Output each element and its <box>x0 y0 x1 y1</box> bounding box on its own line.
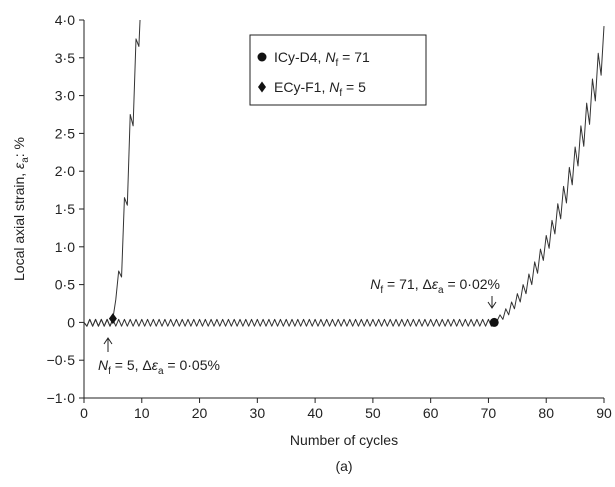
marker <box>108 313 117 325</box>
text-part: = 71 <box>338 49 370 65</box>
x-axis-label: Number of cycles <box>290 432 398 448</box>
text-part: ε <box>152 357 159 373</box>
text-part: : % <box>11 137 27 157</box>
y-tick-label: 3·0 <box>55 88 75 104</box>
arrow <box>103 337 113 352</box>
text-part: a <box>20 157 31 163</box>
text-part: a <box>438 285 444 296</box>
x-tick-label: 80 <box>538 405 554 421</box>
y-tick-label: 0·5 <box>55 277 75 293</box>
series-line <box>83 19 141 327</box>
annotation: Nf = 5, Δεa = 0·05% <box>98 357 220 377</box>
y-tick-label: 0 <box>67 314 75 330</box>
x-tick-label: 90 <box>596 405 612 421</box>
arrow <box>487 296 497 309</box>
y-tick-label: −0·5 <box>47 352 76 368</box>
text-part: N <box>98 357 109 373</box>
y-tick-label: 2·0 <box>55 163 75 179</box>
text-part: = 0·05% <box>164 357 220 373</box>
x-tick-label: 70 <box>481 405 497 421</box>
series-line <box>83 26 605 327</box>
text-part: f <box>335 58 338 69</box>
y-tick-label: 4·0 <box>55 12 75 28</box>
legend-box <box>249 34 427 106</box>
x-tick-label: 30 <box>250 405 266 421</box>
text-part: = 5 <box>342 79 366 95</box>
text-part: = 71, Δ <box>383 276 432 292</box>
annotation: Nf = 71, Δεa = 0·02% <box>370 276 500 296</box>
text-part: f <box>380 285 383 296</box>
x-tick-label: 40 <box>307 405 323 421</box>
legend-marker <box>257 52 267 62</box>
legend-marker <box>258 81 266 93</box>
text-part: ECy-F1, <box>274 79 329 95</box>
text-part: ε <box>11 162 27 169</box>
text-part: a <box>158 366 164 377</box>
y-tick-label: 1·0 <box>55 239 75 255</box>
y-tick-label: 2·5 <box>55 125 75 141</box>
text-part: Local axial strain, <box>11 169 27 281</box>
marker <box>489 317 499 327</box>
x-tick-label: 10 <box>134 405 150 421</box>
x-tick-label: 20 <box>192 405 208 421</box>
y-tick-label: 3·5 <box>55 50 75 66</box>
text-part: N <box>325 49 336 65</box>
text-part: N <box>329 79 340 95</box>
text-part: ICy-D4, <box>274 49 325 65</box>
text-part: = 5, Δ <box>111 357 152 373</box>
legend-label: ICy-D4, Nf = 71 <box>274 49 370 69</box>
text-part: f <box>339 88 342 99</box>
y-tick-label: −1·0 <box>47 390 76 406</box>
legend-label: ECy-F1, Nf = 5 <box>274 79 366 99</box>
text-part: f <box>108 366 111 377</box>
y-tick-label: 1·5 <box>55 201 75 217</box>
x-tick-label: 0 <box>80 405 88 421</box>
x-tick-label: 50 <box>365 405 381 421</box>
x-tick-label: 60 <box>423 405 439 421</box>
caption: (a) <box>335 458 352 474</box>
text-part: N <box>370 276 381 292</box>
y-axis-label: Local axial strain, εa: % <box>11 137 31 281</box>
text-part: ε <box>432 276 439 292</box>
text-part: = 0·02% <box>444 276 500 292</box>
